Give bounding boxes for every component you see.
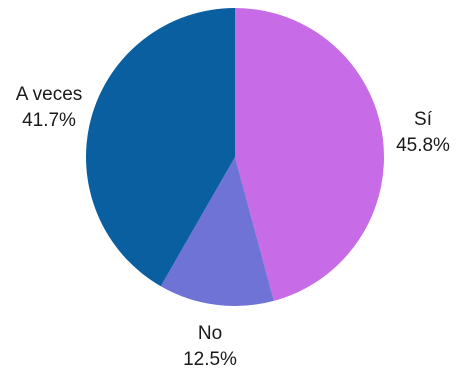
pie-labels: Sí 45.8% No 12.5% A veces 41.7% — [16, 84, 450, 370]
slice-label-2: A veces — [16, 84, 83, 105]
slice-label-0: Sí — [414, 109, 433, 130]
slice-value-label-1: 12.5% — [183, 349, 237, 370]
pie-slice-0 — [235, 8, 384, 301]
slice-value-label-2: 41.7% — [22, 110, 76, 131]
slice-value-label-0: 45.8% — [396, 135, 450, 156]
slice-label-1: No — [198, 323, 222, 344]
pie-slice-1 — [160, 157, 274, 306]
pie-slices — [85, 8, 384, 306]
pie-slice-2 — [85, 8, 235, 287]
